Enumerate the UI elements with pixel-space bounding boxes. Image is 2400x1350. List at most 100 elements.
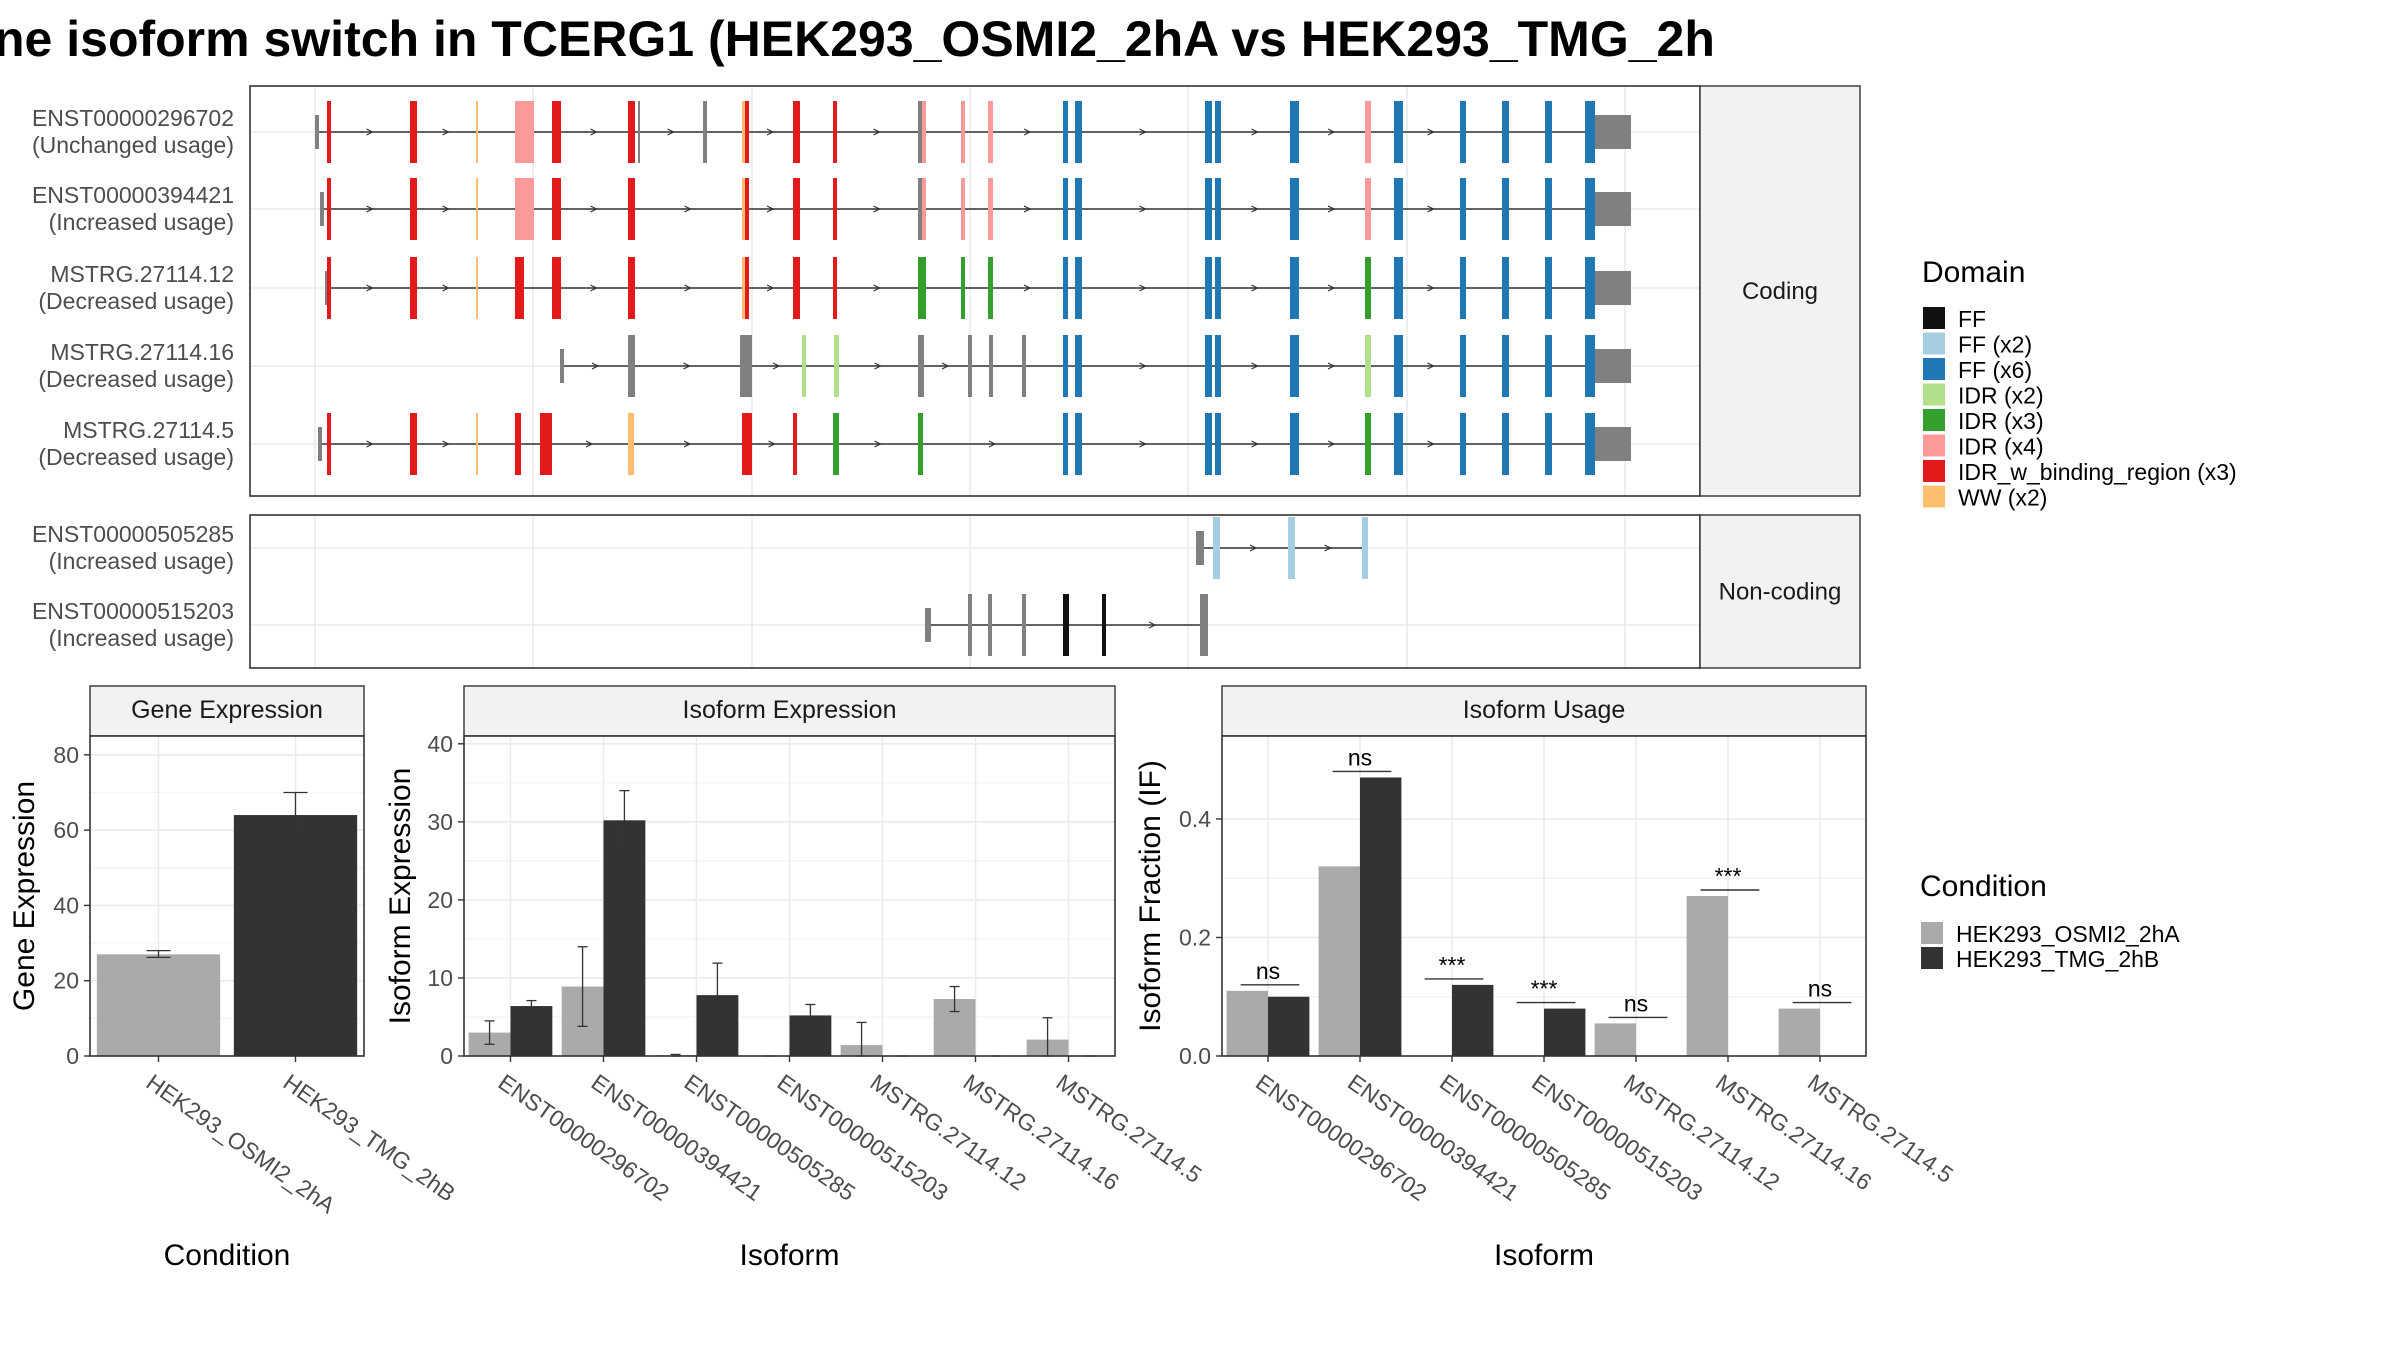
y-tick-label: 40 <box>53 892 79 918</box>
transcript-usage: (Increased usage) <box>49 548 234 574</box>
bar <box>1594 1023 1636 1056</box>
exon <box>628 335 635 397</box>
exon <box>476 257 478 319</box>
legend-swatch <box>1923 358 1945 380</box>
transcript-enst00000394421: ENST00000394421(Increased usage) <box>32 178 1631 240</box>
legend-swatch <box>1921 947 1943 969</box>
y-tick-label: 30 <box>427 809 453 835</box>
exon <box>1215 178 1221 240</box>
exon <box>988 178 993 240</box>
panel-strip <box>463 685 1116 737</box>
direction-arrow <box>442 128 450 136</box>
y-tick-label: 0.4 <box>1179 806 1211 832</box>
x-tick-label: ENST00000296702 <box>494 1069 674 1206</box>
exon <box>1290 101 1299 163</box>
transcript-label: ENST00000296702(Unchanged usage) <box>32 105 234 158</box>
transcript-id: MSTRG.27114.5 <box>63 417 234 443</box>
exon <box>1022 594 1026 656</box>
exon <box>320 192 324 226</box>
exon <box>327 101 331 163</box>
direction-arrow <box>1427 362 1435 370</box>
exon <box>1075 257 1082 319</box>
direction-arrow <box>1327 362 1336 370</box>
exon <box>745 413 752 475</box>
x-axis-title: Condition <box>164 1239 291 1272</box>
direction-arrow <box>684 284 692 292</box>
transcript-usage: (Increased usage) <box>49 209 234 235</box>
exon <box>1205 101 1212 163</box>
direction-arrow <box>442 440 450 448</box>
exon <box>1394 257 1403 319</box>
exon <box>540 413 552 475</box>
exon <box>552 178 561 240</box>
transcript-label: MSTRG.27114.12(Decreased usage) <box>38 261 234 314</box>
transcript-mstrg-27114-16: MSTRG.27114.16(Decreased usage) <box>38 335 1631 397</box>
direction-arrow <box>766 128 775 136</box>
direction-arrow <box>874 362 882 370</box>
exon <box>793 101 800 163</box>
direction-arrow <box>1251 362 1259 370</box>
exon <box>833 101 837 163</box>
exon <box>410 257 417 319</box>
direction-arrow <box>873 128 881 136</box>
significance-label: ns <box>1348 744 1372 770</box>
exon <box>552 257 561 319</box>
exon <box>318 427 322 461</box>
x-tick-label: ENST00000296702 <box>1251 1069 1431 1206</box>
legend-swatch <box>1921 922 1943 944</box>
direction-arrow <box>1139 440 1147 448</box>
exon <box>1585 101 1595 163</box>
exon <box>552 101 561 163</box>
facet-label: Coding <box>1742 278 1818 305</box>
legend-label: IDR (x4) <box>1958 434 2044 460</box>
bar <box>1544 1008 1586 1056</box>
legend-label: FF (x6) <box>1958 357 2032 383</box>
exon <box>1460 335 1466 397</box>
exon <box>988 594 992 656</box>
transcript-enst00000505285: ENST00000505285(Increased usage) <box>32 517 1368 579</box>
exon <box>1502 101 1509 163</box>
direction-arrow <box>1327 128 1336 136</box>
transcript-usage: (Unchanged usage) <box>32 132 234 158</box>
direction-arrow <box>585 440 594 448</box>
exon <box>515 178 534 240</box>
transcript-usage: (Decreased usage) <box>38 444 234 470</box>
utr-block <box>1595 271 1631 305</box>
exon <box>628 413 634 475</box>
legend-label: IDR (x3) <box>1958 408 2044 434</box>
exon <box>1213 517 1220 579</box>
legend-label: FF <box>1958 306 1986 332</box>
exon <box>1502 257 1509 319</box>
transcript-id: ENST00000394421 <box>32 182 234 208</box>
exon <box>628 178 635 240</box>
exon <box>1290 257 1299 319</box>
exon <box>410 178 417 240</box>
utr-block <box>1595 115 1631 149</box>
exon <box>1460 178 1466 240</box>
y-tick-label: 20 <box>427 887 453 913</box>
transcript-label: ENST00000515203(Increased usage) <box>32 598 234 651</box>
y-tick-label: 60 <box>53 817 79 843</box>
x-tick-label: MSTRG.27114.12 <box>1619 1069 1784 1196</box>
legend-label: WW (x2) <box>1958 485 2047 511</box>
direction-arrow <box>1427 128 1435 136</box>
exon <box>1205 178 1212 240</box>
exon <box>961 257 965 319</box>
transcript-id: MSTRG.27114.16 <box>50 339 234 365</box>
significance-label: ns <box>1808 976 1832 1002</box>
bar <box>1268 996 1310 1056</box>
exon <box>1288 517 1295 579</box>
transcript-usage: (Decreased usage) <box>38 288 234 314</box>
exon <box>1205 257 1212 319</box>
facet-strip <box>1699 514 1861 669</box>
exon <box>1215 335 1221 397</box>
legend-item-idr-w-binding-region-x3: IDR_w_binding_region (x3) <box>1923 459 2237 485</box>
direction-arrow <box>366 128 374 136</box>
transcript-mstrg-27114-5: MSTRG.27114.5(Decreased usage) <box>38 413 1631 475</box>
direction-arrow <box>873 205 881 213</box>
exon <box>961 101 965 163</box>
legend-label: IDR_w_binding_region (x3) <box>1958 459 2237 485</box>
panel-title: Isoform Usage <box>1463 696 1626 724</box>
exon <box>1205 413 1212 475</box>
